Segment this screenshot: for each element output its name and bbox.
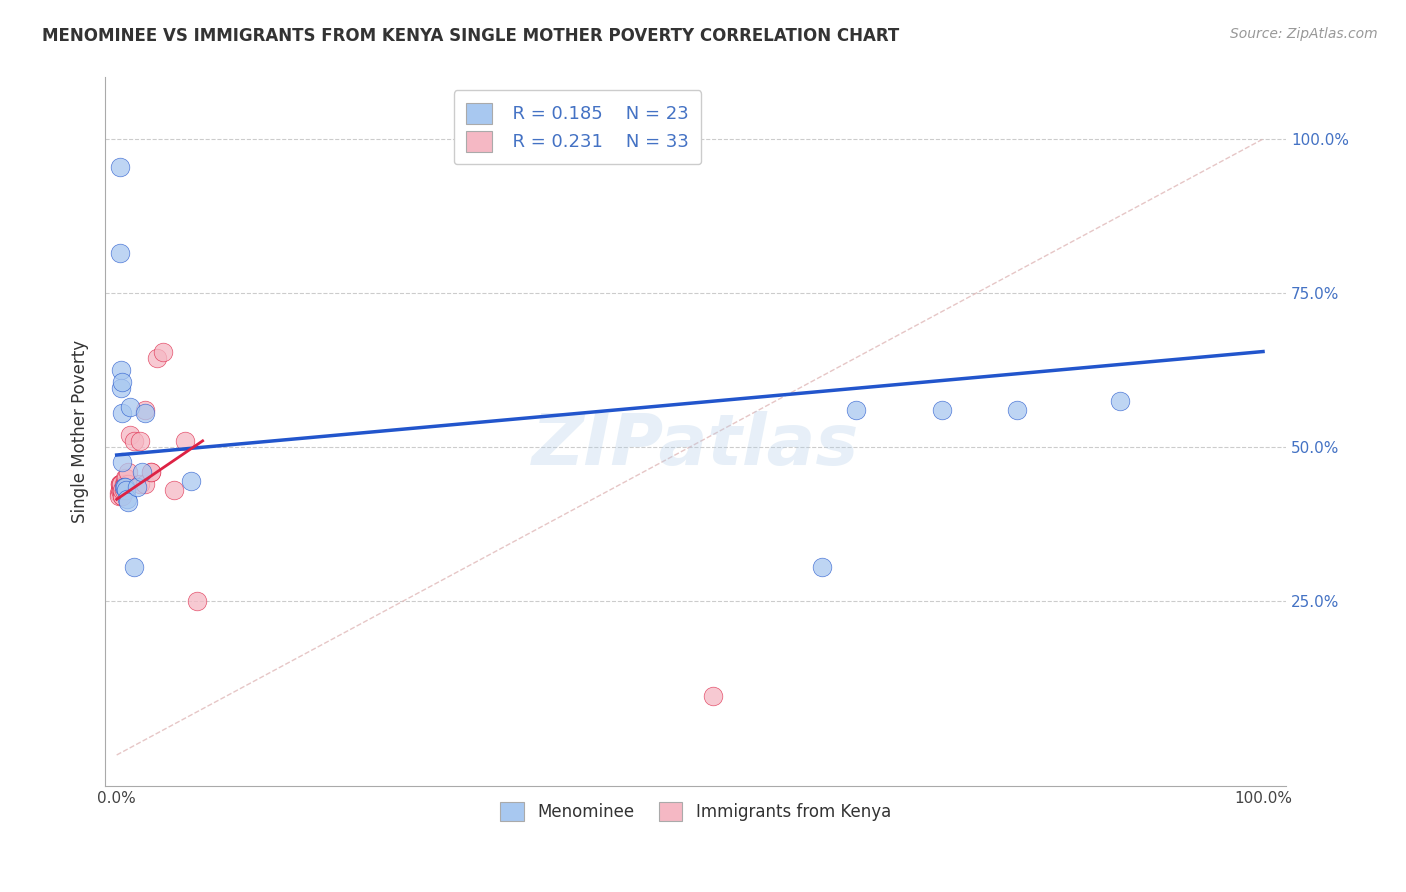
Point <box>120 427 142 442</box>
Point <box>108 486 131 500</box>
Point <box>128 434 150 448</box>
Point <box>131 465 153 479</box>
Point <box>111 483 134 497</box>
Point <box>122 560 145 574</box>
Point <box>1108 393 1130 408</box>
Point <box>139 465 162 479</box>
Point <box>115 471 138 485</box>
Point <box>108 483 131 497</box>
Point <box>115 477 138 491</box>
Point <box>152 344 174 359</box>
Point <box>186 594 208 608</box>
Point <box>146 351 169 365</box>
Text: Source: ZipAtlas.com: Source: ZipAtlas.com <box>1230 27 1378 41</box>
Point <box>110 382 132 396</box>
Point <box>134 406 156 420</box>
Point <box>112 480 135 494</box>
Point <box>120 400 142 414</box>
Point <box>1005 403 1028 417</box>
Point <box>114 471 136 485</box>
Point <box>111 406 134 420</box>
Point <box>702 690 724 704</box>
Text: MENOMINEE VS IMMIGRANTS FROM KENYA SINGLE MOTHER POVERTY CORRELATION CHART: MENOMINEE VS IMMIGRANTS FROM KENYA SINGL… <box>42 27 900 45</box>
Point <box>108 477 131 491</box>
Point <box>114 480 136 494</box>
Point <box>114 477 136 491</box>
Point <box>117 465 139 479</box>
Point <box>111 489 134 503</box>
Point <box>110 363 132 377</box>
Point <box>115 483 138 497</box>
Point <box>810 560 832 574</box>
Point <box>139 465 162 479</box>
Point <box>180 474 202 488</box>
Point <box>108 246 131 260</box>
Point <box>108 489 131 503</box>
Point <box>134 477 156 491</box>
Point <box>112 477 135 491</box>
Point <box>110 477 132 491</box>
Point <box>117 477 139 491</box>
Point <box>127 480 149 494</box>
Y-axis label: Single Mother Poverty: Single Mother Poverty <box>72 340 89 524</box>
Point <box>128 477 150 491</box>
Point <box>108 160 131 174</box>
Point <box>110 477 132 491</box>
Point <box>134 403 156 417</box>
Point <box>112 483 135 497</box>
Legend: Menominee, Immigrants from Kenya: Menominee, Immigrants from Kenya <box>486 789 904 834</box>
Point <box>174 434 197 448</box>
Point <box>111 455 134 469</box>
Point <box>111 376 134 390</box>
Point <box>845 403 868 417</box>
Point <box>163 483 186 497</box>
Text: ZIPatlas: ZIPatlas <box>531 411 859 480</box>
Point <box>110 483 132 497</box>
Point <box>108 477 131 491</box>
Point <box>931 403 953 417</box>
Point <box>111 489 134 503</box>
Point <box>117 495 139 509</box>
Point <box>122 434 145 448</box>
Point <box>115 492 138 507</box>
